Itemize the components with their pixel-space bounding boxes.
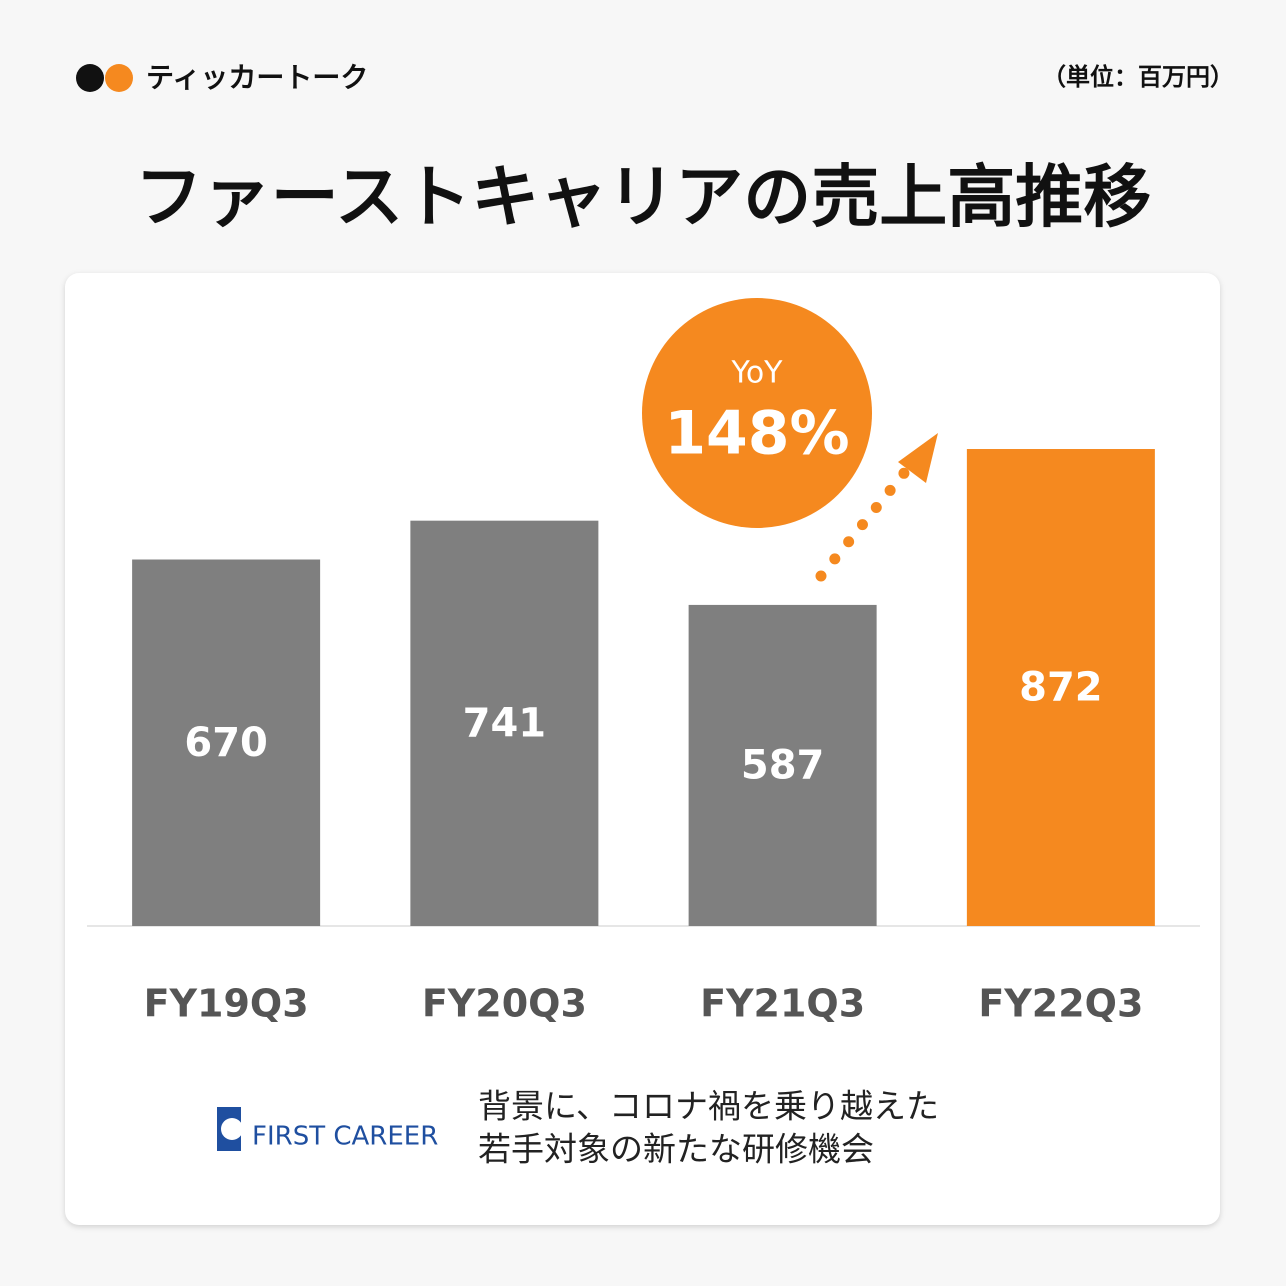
- x-tick-label: FY21Q3: [700, 982, 865, 1026]
- footer-logo: FIRST CAREER: [252, 1122, 438, 1152]
- annotation-text: 148%: [664, 399, 849, 469]
- bar: [688, 604, 877, 926]
- annotation-label: YoY: [730, 356, 783, 391]
- value-label: 587: [741, 742, 825, 788]
- bar: [966, 449, 1155, 926]
- value-label: 872: [1019, 665, 1103, 711]
- value-label: 741: [463, 700, 547, 746]
- x-tick-label: FY20Q3: [422, 982, 587, 1026]
- bar: [410, 520, 599, 926]
- x-tick-label: FY19Q3: [144, 982, 309, 1026]
- arrow-head: [898, 433, 938, 483]
- logo-dot: [76, 64, 104, 92]
- value-label: 670: [184, 720, 268, 766]
- x-tick-label: FY22Q3: [978, 982, 1143, 1026]
- brand: ティッカートーク: [146, 61, 368, 94]
- card: [65, 273, 1220, 1225]
- bar: [132, 559, 321, 926]
- yoy-badge: [642, 298, 872, 528]
- footer-line: 若手対象の新たな研修機会: [478, 1130, 874, 1169]
- footer-line: 背景に、コロナ禍を乗り越えた: [478, 1087, 939, 1126]
- arrow-dots: [815, 466, 911, 582]
- footer-logo-mark: [221, 1118, 243, 1140]
- unit: （単位：百万円）: [1042, 63, 1234, 91]
- chart-title: ファーストキャリアの売上高推移: [135, 159, 1152, 238]
- plot: 670 FY19Q3 741 FY20Q3 587 FY21Q3 872 FY22Q3: [87, 449, 1200, 1026]
- logo-dot: [105, 64, 133, 92]
